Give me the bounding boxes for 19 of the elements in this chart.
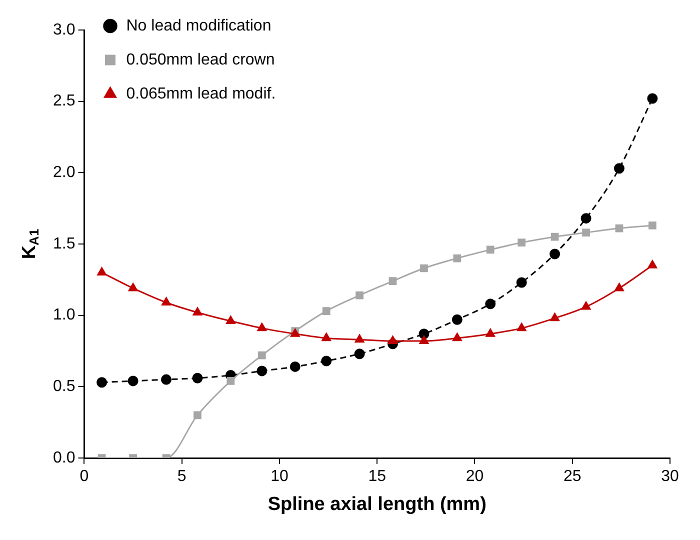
y-tick-label: 3.0 [52,21,76,38]
y-tick-label: 1.0 [52,306,76,324]
y-tick-label: 2.5 [52,92,76,110]
y-tick-label: 0.5 [52,378,76,396]
x-tick-label: 25 [563,468,582,486]
y-tick-label: 2.0 [52,164,76,182]
y-axis-title: KA1 [19,228,42,260]
y-tick-label: 1.5 [52,235,76,252]
x-axis-title: Spline axial length (mm) [268,494,486,515]
x-tick-label: 15 [368,468,386,486]
x-tick-label: 10 [270,468,288,486]
y-tick-label: 0.0 [52,449,76,466]
x-tick-label: 0 [80,468,89,486]
legend-label: 0.050mm lead crown [126,51,275,68]
legend-label: 0.065mm lead modif. [126,85,276,102]
x-tick-label: 5 [177,468,186,486]
x-tick-label: 20 [466,468,484,486]
legend-label: No lead modification [126,17,272,34]
x-tick-label: 30 [661,468,679,486]
